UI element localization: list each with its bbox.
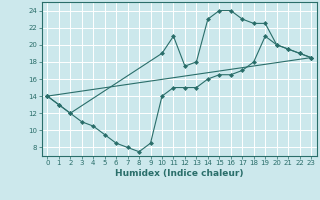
X-axis label: Humidex (Indice chaleur): Humidex (Indice chaleur) — [115, 169, 244, 178]
